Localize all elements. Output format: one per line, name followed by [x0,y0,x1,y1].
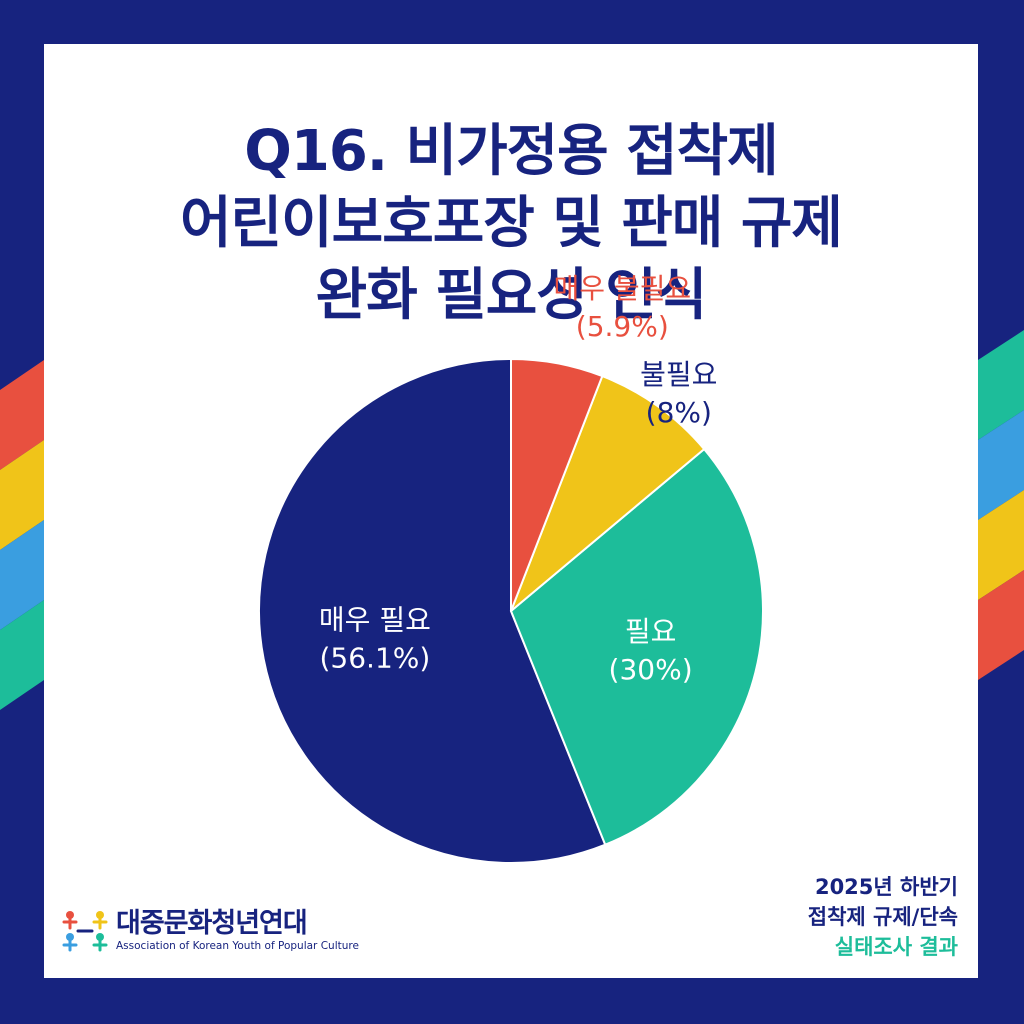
organization-subtitle: Association of Korean Youth of Popular C… [116,940,359,952]
survey-caption-line-2: 접착제 규제/단속 [807,905,958,929]
organization-name: 대중문화청년연대 [116,908,308,939]
right-stripe-yellow [978,490,1024,600]
slice-value-label: (56.1%) [320,641,431,674]
content-card: Q16. 비가정용 접착제 어린이보호포장 및 판매 규제 완화 필요성 인식 … [44,44,978,978]
pie-slice [510,357,604,612]
survey-caption-line-3: 실태조사 결과 [834,935,958,959]
organization-text: 대중문화청년연대 Association of Korean Youth of … [116,909,359,953]
slice-label: 필요 [625,615,677,648]
survey-caption-line-1: 2025년 하반기 [814,875,958,899]
pie-chart: 매우 필요 (56.1%) 필요 (30%) 불필요 (8%) 매우 불필요 (5.9%) [258,272,764,864]
left-stripe-red [0,360,44,470]
right-stripe-blue [978,410,1024,520]
slice-label: 매우 불필요 [553,272,691,305]
title-line-2: 어린이보호포장 및 판매 규제 [180,191,843,256]
survey-caption: 2025년 하반기 접착제 규제/단속 실태조사 결과 [808,872,958,962]
right-stripe-teal [978,330,1024,440]
left-stripe-blue [0,520,44,630]
left-stripe-yellow [0,440,44,550]
title-line-3: 완화 필요성 인식 [315,263,708,328]
organization-logo-icon [62,911,108,952]
chart-title: Q16. 비가정용 접착제 어린이보호포장 및 판매 규제 완화 필요성 인식 [44,116,978,332]
slice-value-label: (5.9%) [576,310,669,343]
slice-value-label: (8%) [646,396,712,429]
left-stripe-teal [0,600,44,710]
pie-slice [510,374,706,612]
organization-logo-block: 대중문화청년연대 Association of Korean Youth of … [62,908,359,954]
pie-slice [258,357,607,864]
title-line-1: Q16. 비가정용 접착제 [244,119,778,184]
pie-slice [509,447,764,847]
slice-label: 매우 필요 [319,603,431,636]
right-stripe-red [978,570,1024,680]
slice-label: 불필요 [640,358,717,391]
slice-value-label: (30%) [609,653,693,686]
